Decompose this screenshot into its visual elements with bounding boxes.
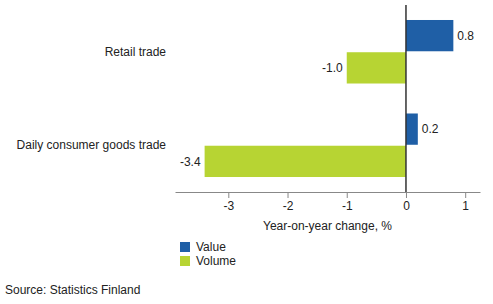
x-tick-mark [347,192,348,198]
bars [205,20,454,177]
data-label: 0.8 [457,29,474,43]
x-tick: -3 [223,192,234,213]
x-axis-line [176,192,481,193]
x-tick-label: -3 [223,199,234,213]
x-tick-label: -1 [342,199,353,213]
data-label: -1.0 [322,61,343,75]
category-label: Daily consumer goods trade [17,138,167,152]
x-tick: -2 [283,192,294,213]
x-tick-mark [465,192,466,198]
x-tick: 1 [462,192,469,213]
legend-label: Value [196,240,226,254]
category-label: Retail trade [105,45,167,59]
y-tick: Daily consumer goods trade [17,138,169,152]
legend-swatch [180,256,190,266]
x-tick: -1 [342,192,353,213]
x-tick: 0 [403,192,410,213]
bar [406,20,453,51]
zero-line [405,5,407,192]
y-tick: Retail trade [105,45,169,59]
bar [347,52,406,83]
source: Source: Statistics Finland [5,283,140,297]
x-tick-mark [406,192,407,198]
x-tick-label: -2 [283,199,294,213]
x-tick-label: 0 [403,199,410,213]
y-axis: Retail trade Daily consumer goods trade [17,45,169,153]
data-label: -3.4 [180,155,201,169]
x-tick-mark [228,192,229,198]
legend-label: Volume [196,254,236,268]
bar [205,146,406,177]
legend-swatch [180,242,190,252]
x-tick-mark [288,192,289,198]
bar [406,113,418,144]
x-axis-title: Year-on-year change, % [263,219,392,233]
x-axis: -3 -2 -1 0 1 [176,192,481,213]
legend: ValueVolume [180,240,236,268]
x-tick-label: 1 [462,199,469,213]
data-label: 0.2 [422,122,439,136]
data-labels: 0.8 0.2 -1.0 -3.4 [180,29,474,169]
